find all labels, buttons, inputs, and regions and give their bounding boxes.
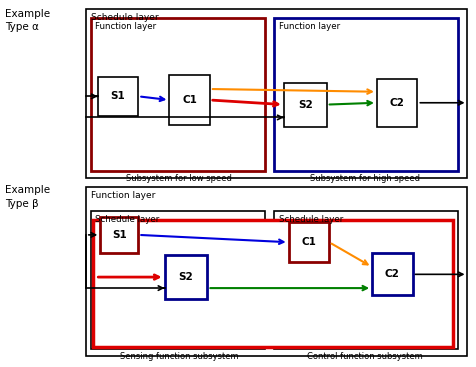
Text: Subsystem for low speed: Subsystem for low speed (126, 174, 231, 183)
Text: Function layer: Function layer (95, 22, 156, 31)
Bar (90, 211, 264, 349)
Bar (376, 79, 416, 127)
Text: Schedule layer: Schedule layer (278, 215, 343, 224)
Bar (90, 18, 264, 171)
Bar (283, 83, 326, 127)
Text: S2: S2 (178, 272, 193, 282)
Text: Function layer: Function layer (278, 22, 339, 31)
Bar (86, 9, 466, 178)
Bar (274, 18, 457, 171)
Text: Schedule layer: Schedule layer (95, 215, 159, 224)
Text: S1: S1 (112, 230, 126, 240)
Bar (288, 222, 328, 262)
Bar (86, 187, 466, 356)
Bar (93, 220, 452, 347)
Bar (164, 255, 207, 299)
Bar (169, 75, 209, 125)
Bar (371, 253, 412, 295)
Text: Subsystem for high speed: Subsystem for high speed (309, 174, 419, 183)
Bar (274, 211, 457, 349)
Text: C2: C2 (384, 269, 399, 279)
Text: Function layer: Function layer (90, 191, 155, 200)
Text: C1: C1 (301, 237, 316, 247)
Text: S2: S2 (298, 99, 312, 110)
Text: Sensing function subsystem: Sensing function subsystem (119, 352, 238, 361)
Text: S1: S1 (110, 91, 125, 101)
Text: C1: C1 (182, 95, 197, 105)
Bar (100, 217, 138, 253)
Text: Schedule layer: Schedule layer (90, 13, 158, 22)
Text: Control function subsystem: Control function subsystem (307, 352, 422, 361)
Text: Example
Type α: Example Type α (5, 9, 50, 32)
Bar (98, 77, 138, 116)
Text: C2: C2 (389, 98, 404, 108)
Text: Example
Type β: Example Type β (5, 185, 50, 208)
